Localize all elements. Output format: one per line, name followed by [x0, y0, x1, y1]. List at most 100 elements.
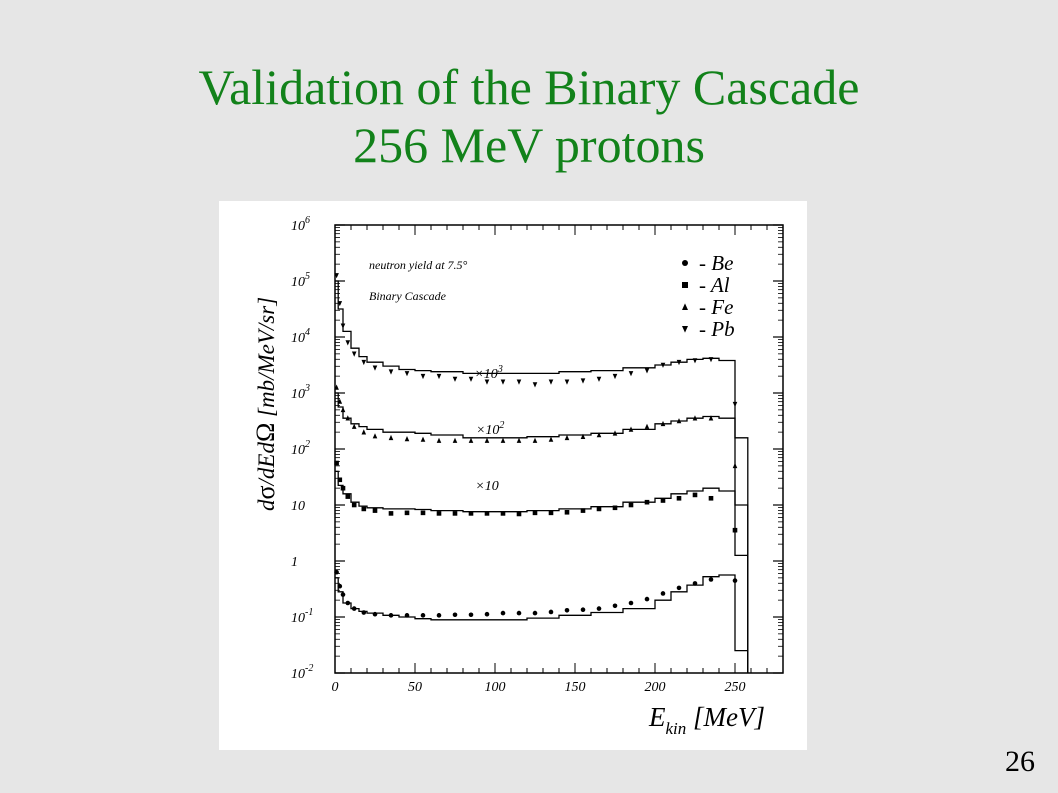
- data-point-pb: [436, 373, 442, 380]
- data-point-al: [404, 510, 410, 516]
- data-point-al: [351, 502, 357, 508]
- title-line-1: Validation of the Binary Cascade: [198, 59, 860, 115]
- data-point-fe: [676, 418, 682, 424]
- y-tick-label: 103: [291, 383, 310, 402]
- data-point-be: [436, 613, 442, 618]
- data-point-be: [420, 613, 426, 618]
- histogram-be: [335, 574, 749, 673]
- data-point-be: [628, 600, 634, 606]
- data-point-al: [732, 527, 738, 533]
- data-point-pb: [334, 273, 339, 279]
- data-point-be: [372, 611, 378, 617]
- data-point-pb: [564, 379, 570, 385]
- data-point-fe: [628, 426, 634, 432]
- page-number: 26: [1005, 745, 1035, 778]
- data-point-pb: [580, 378, 586, 384]
- data-point-al: [548, 510, 554, 516]
- data-point-be: [484, 611, 490, 617]
- data-point-pb: [732, 401, 738, 408]
- data-point-al: [337, 477, 343, 483]
- data-point-pb: [676, 359, 682, 366]
- x-axis-label: Ekin [MeV]: [648, 702, 765, 738]
- data-point-be: [564, 607, 570, 613]
- data-point-pb: [612, 373, 618, 380]
- data-point-pb: [468, 376, 474, 382]
- slide-title: Validation of the Binary Cascade 256 MeV…: [0, 58, 1058, 174]
- data-point-pb: [548, 379, 554, 385]
- data-point-al: [500, 511, 506, 516]
- data-point-be: [337, 583, 343, 589]
- data-point-al: [676, 495, 682, 501]
- data-point-fe: [644, 423, 650, 429]
- annotation-model: Binary Cascade: [369, 289, 447, 303]
- data-point-al: [468, 511, 474, 516]
- data-point-fe: [532, 437, 538, 443]
- data-point-be: [732, 578, 738, 583]
- x-tick-label: 100: [485, 680, 506, 695]
- x-tick-label: 200: [645, 680, 666, 695]
- data-point-pb: [644, 368, 650, 374]
- data-point-be: [340, 592, 346, 597]
- data-point-be: [532, 610, 538, 616]
- data-point-pb: [420, 373, 426, 380]
- data-point-be: [516, 610, 522, 616]
- annotation-neutron-yield: neutron yield at 7.5°: [369, 258, 468, 272]
- data-point-fe: [388, 434, 394, 441]
- data-point-fe: [708, 415, 714, 421]
- data-point-fe: [500, 437, 506, 443]
- data-point-fe: [596, 432, 602, 438]
- data-point-al: [388, 511, 394, 516]
- data-point-fe: [452, 437, 458, 443]
- data-point-al: [340, 485, 346, 491]
- data-point-pb: [500, 379, 506, 385]
- data-point-be: [676, 585, 682, 591]
- data-point-be: [388, 613, 394, 618]
- histogram-al: [335, 470, 749, 673]
- data-point-pb: [532, 382, 538, 388]
- y-tick-label: 105: [291, 271, 310, 290]
- data-point-be: [612, 603, 618, 609]
- data-point-al: [644, 499, 650, 505]
- data-point-pb: [452, 376, 458, 382]
- data-point-pb: [708, 357, 714, 363]
- y-tick-label: 106: [291, 215, 310, 234]
- data-point-al: [564, 509, 570, 515]
- y-tick-label: 10-1: [291, 607, 313, 626]
- data-point-al: [452, 511, 458, 516]
- data-point-be: [361, 610, 367, 615]
- data-point-fe: [345, 415, 351, 421]
- data-point-al: [420, 510, 426, 516]
- chart-figure: 106 105 104 103 102 10 1 10-1 10-2 0 50 100 150 200 2…: [219, 201, 807, 750]
- data-point-al: [580, 508, 586, 513]
- data-point-pb: [484, 379, 490, 385]
- data-point-al: [660, 498, 666, 503]
- data-point-fe: [334, 384, 339, 390]
- data-point-al: [532, 510, 538, 516]
- data-point-fe: [732, 462, 738, 469]
- scale-label-pb: ×103: [474, 364, 502, 382]
- y-tick-label: 102: [291, 439, 310, 458]
- legend-marker-triangle-up: [682, 303, 688, 310]
- data-point-be: [500, 610, 506, 616]
- data-point-fe: [351, 423, 357, 429]
- data-point-pb: [628, 371, 634, 377]
- data-point-be: [660, 591, 666, 596]
- legend-label: - Al: [699, 273, 730, 297]
- legend-label: - Fe: [699, 295, 733, 319]
- data-point-fe: [564, 434, 570, 441]
- data-point-be: [644, 596, 650, 602]
- data-point-al: [334, 460, 339, 466]
- data-point-be: [468, 612, 474, 618]
- data-point-pb: [516, 379, 522, 385]
- data-point-fe: [548, 436, 554, 442]
- data-point-al: [345, 494, 351, 499]
- x-tick-label: 150: [565, 680, 586, 695]
- data-point-pb: [596, 376, 602, 382]
- data-point-al: [612, 505, 618, 511]
- data-point-fe: [436, 437, 442, 443]
- data-point-fe: [340, 406, 346, 413]
- data-point-pb: [692, 358, 698, 364]
- data-point-fe: [580, 433, 586, 439]
- data-point-pb: [372, 365, 378, 371]
